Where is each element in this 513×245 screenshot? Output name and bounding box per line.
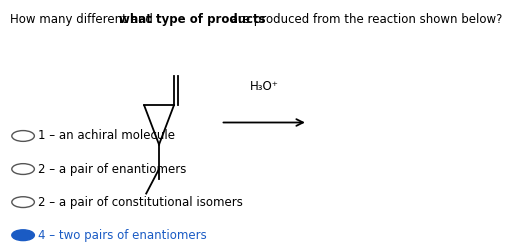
Circle shape xyxy=(12,230,34,241)
Text: what type of products: what type of products xyxy=(119,13,265,26)
Text: 4 – two pairs of enantiomers: 4 – two pairs of enantiomers xyxy=(38,229,207,242)
Text: 2 – a pair of enantiomers: 2 – a pair of enantiomers xyxy=(38,162,187,176)
Text: H₃O⁺: H₃O⁺ xyxy=(250,80,279,93)
Text: are produced from the reaction shown below?: are produced from the reaction shown bel… xyxy=(227,13,502,26)
Text: 2 – a pair of constitutional isomers: 2 – a pair of constitutional isomers xyxy=(38,196,243,209)
Text: How many different and: How many different and xyxy=(10,13,157,26)
Circle shape xyxy=(17,232,29,238)
Text: 1 – an achiral molecule: 1 – an achiral molecule xyxy=(38,129,175,143)
